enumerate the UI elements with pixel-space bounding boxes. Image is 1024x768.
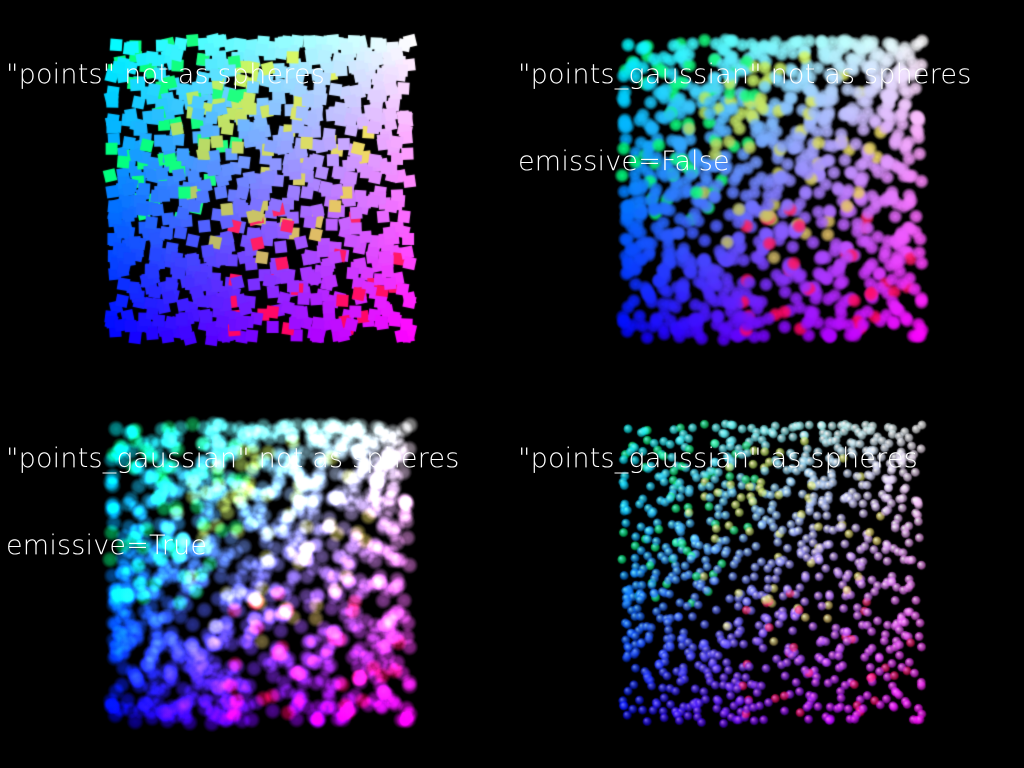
- caption-line: emissive=True: [6, 530, 208, 561]
- panel-caption: "points_gaussian" not as spheres emissiv…: [6, 386, 460, 618]
- point-cloud-canvas[interactable]: [512, 384, 1024, 768]
- render-panel-gaussian-non-emissive[interactable]: "points_gaussian" not as spheres emissiv…: [512, 0, 1024, 384]
- caption-line: "points_gaussian" not as spheres: [518, 59, 972, 90]
- panel-caption: "points_gaussian" not as spheres emissiv…: [518, 2, 972, 234]
- caption-line: "points_gaussian" not as spheres: [6, 443, 460, 474]
- render-panel-points[interactable]: "points" not as spheres: [0, 0, 512, 384]
- render-panel-gaussian-emissive[interactable]: "points_gaussian" not as spheres emissiv…: [0, 384, 512, 768]
- render-panel-gaussian-spheres[interactable]: "points_gaussian" as spheres: [512, 384, 1024, 768]
- panel-caption: "points" not as spheres: [6, 2, 325, 147]
- point-cloud-canvas[interactable]: [512, 0, 1024, 384]
- point-cloud-canvas[interactable]: [0, 384, 512, 768]
- caption-line: "points" not as spheres: [6, 59, 326, 90]
- caption-line: emissive=False: [518, 146, 730, 177]
- panel-caption: "points_gaussian" as spheres: [518, 386, 918, 531]
- point-cloud-canvas[interactable]: [0, 0, 512, 384]
- caption-line: "points_gaussian" as spheres: [518, 443, 918, 474]
